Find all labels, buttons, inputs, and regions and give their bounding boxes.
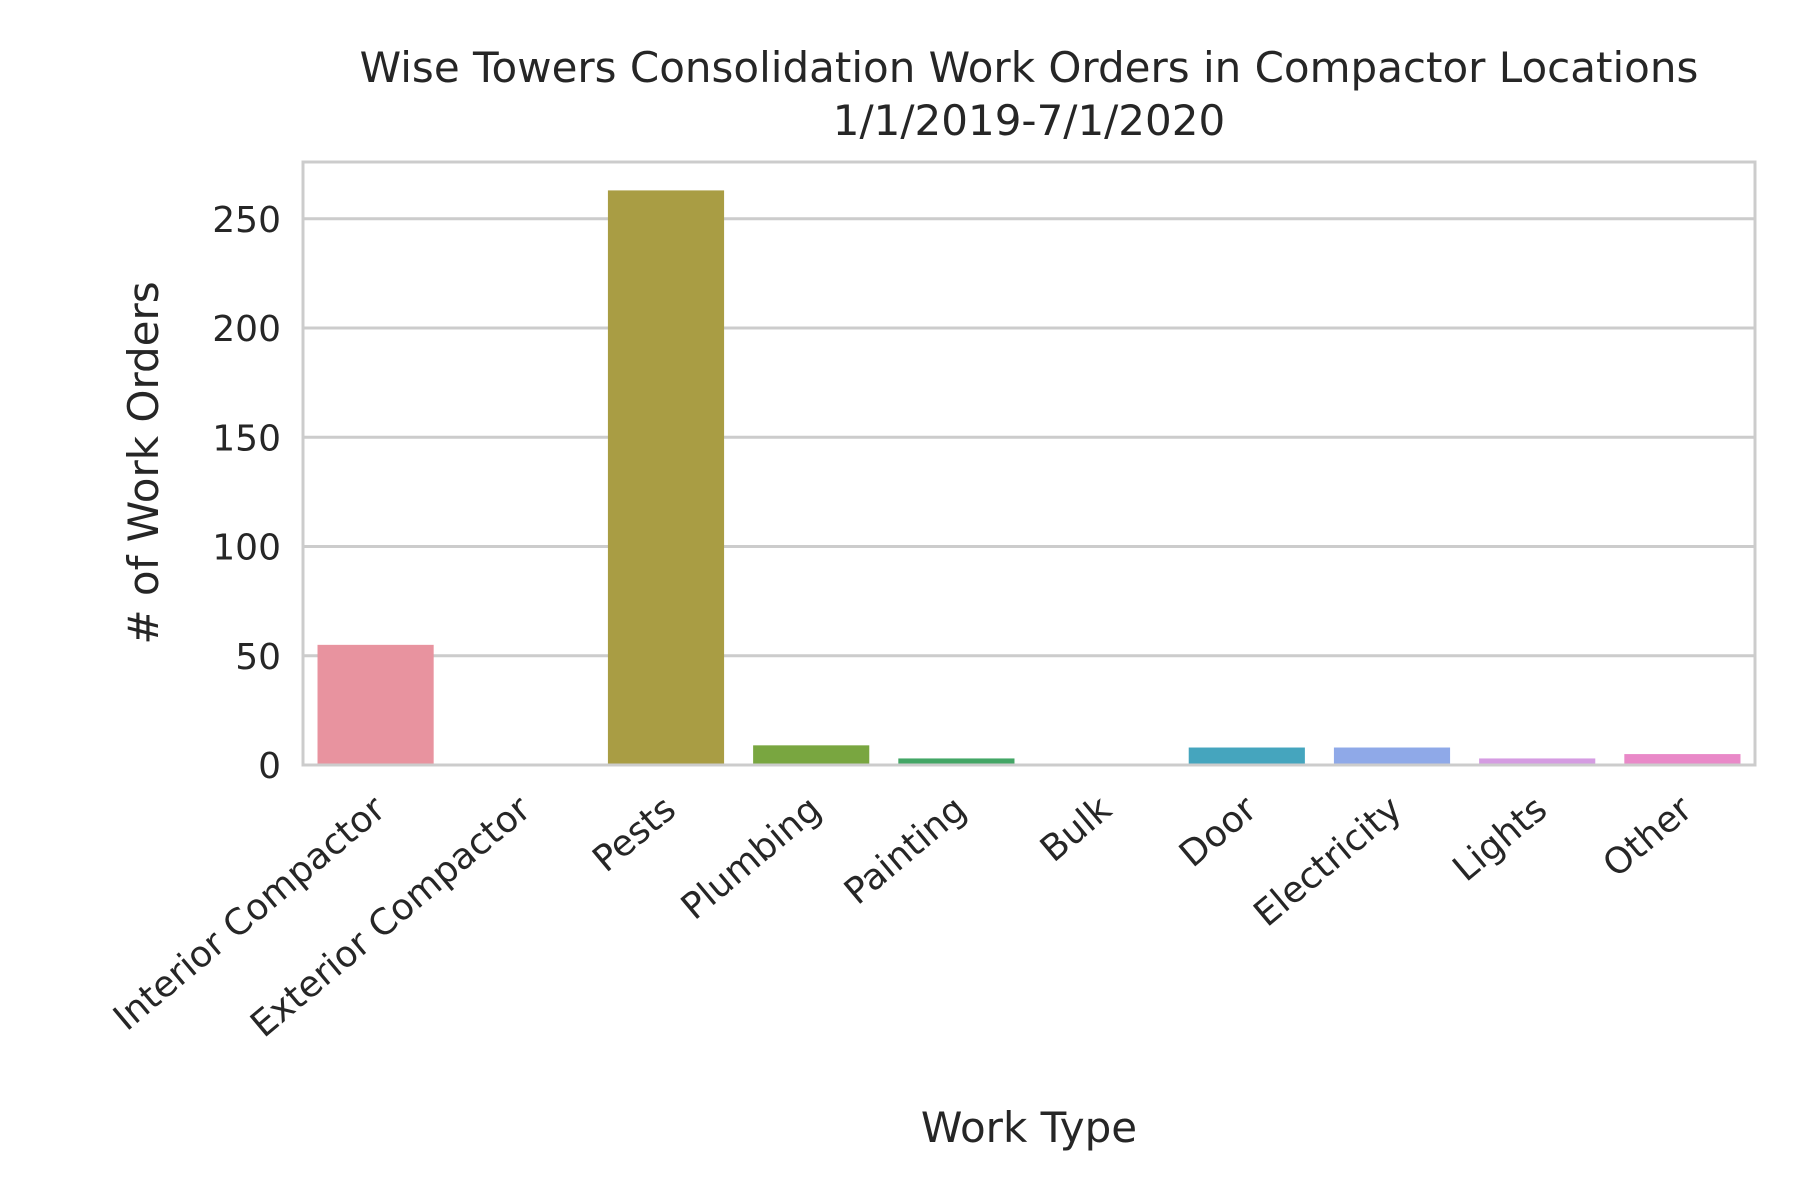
bar-interior-compactor: [317, 644, 434, 765]
bar-pests: [607, 190, 725, 766]
x-tick-label: Painting: [837, 788, 974, 912]
x-tick-label: Other: [1596, 788, 1701, 885]
x-tick-label: Door: [1172, 788, 1265, 875]
x-tick-label: Interior Compactor: [106, 788, 393, 1038]
bar-door: [1188, 747, 1305, 765]
y-tick-label: 150: [212, 418, 281, 459]
y-axis-label: # of Work Orders: [119, 281, 168, 644]
y-tick-label: 50: [235, 637, 281, 678]
chart-title: Wise Towers Consolidation Work Orders in…: [360, 43, 1699, 92]
bar-plumbing: [753, 745, 870, 765]
y-tick-label: 0: [258, 746, 281, 787]
bar-painting: [898, 758, 1015, 765]
bar-electricity: [1333, 747, 1451, 765]
chart-subtitle: 1/1/2019-7/1/2020: [833, 96, 1225, 145]
bar-other: [1624, 754, 1741, 765]
x-tick-label: Lights: [1445, 788, 1555, 889]
y-tick-label: 250: [212, 200, 281, 241]
plot-frame: [301, 160, 1757, 767]
x-tick-label: Plumbing: [674, 788, 829, 927]
y-tick-label: 100: [212, 528, 281, 569]
x-tick-label: Electricity: [1246, 788, 1409, 934]
bars: [317, 190, 1741, 766]
x-axis-label: Work Type: [921, 1103, 1137, 1152]
x-tick-label: Pests: [585, 788, 684, 880]
y-tick-label: 200: [212, 309, 281, 350]
bar-lights: [1479, 758, 1596, 765]
x-tick-label: Exterior Compactor: [243, 788, 539, 1045]
x-tick-label: Bulk: [1033, 788, 1120, 870]
gridlines: [303, 217, 1755, 658]
y-tick-labels: 0 50 100 150 200 250: [212, 200, 281, 787]
